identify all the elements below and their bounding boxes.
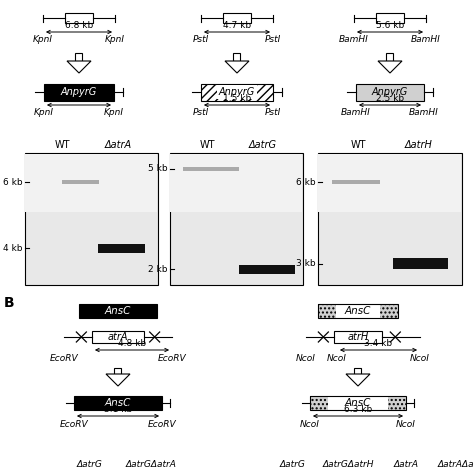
Text: EcoRV: EcoRV xyxy=(158,354,186,363)
Text: AnsC: AnsC xyxy=(105,306,131,316)
Text: ΔatrGΔatrH: ΔatrGΔatrH xyxy=(322,460,374,469)
Bar xyxy=(74,396,162,410)
Text: 6.8 kb: 6.8 kb xyxy=(65,21,93,30)
Bar xyxy=(170,153,303,285)
Text: PstI: PstI xyxy=(265,108,281,117)
Bar xyxy=(380,304,398,318)
Text: ΔatrG: ΔatrG xyxy=(280,460,306,469)
Text: BamHI: BamHI xyxy=(339,35,369,44)
Bar xyxy=(393,258,447,269)
Text: ΔatrG: ΔatrG xyxy=(77,460,103,469)
Bar xyxy=(336,304,380,318)
Bar xyxy=(223,13,251,23)
Text: EcoRV: EcoRV xyxy=(50,354,78,363)
Bar xyxy=(234,53,240,61)
Text: PstI: PstI xyxy=(193,108,209,117)
Text: AnsC: AnsC xyxy=(345,398,371,408)
Bar xyxy=(388,396,406,410)
Text: WT: WT xyxy=(55,140,70,150)
Text: NcoI: NcoI xyxy=(410,354,430,363)
Bar xyxy=(25,153,158,285)
Text: 3.4 kb: 3.4 kb xyxy=(365,339,392,348)
Bar xyxy=(171,155,302,212)
Text: 2 kb: 2 kb xyxy=(148,264,168,273)
Bar xyxy=(332,180,380,184)
Text: AnpyrG: AnpyrG xyxy=(372,87,408,97)
Bar xyxy=(318,153,462,285)
Bar xyxy=(183,167,239,171)
Bar xyxy=(386,53,393,61)
Bar xyxy=(376,13,404,23)
Text: NcoI: NcoI xyxy=(296,354,316,363)
Polygon shape xyxy=(106,374,130,386)
Bar xyxy=(355,368,362,374)
Polygon shape xyxy=(67,61,91,73)
Bar xyxy=(334,331,382,343)
Text: AnsC: AnsC xyxy=(345,306,371,316)
Bar xyxy=(310,396,328,410)
Text: ΔatrA: ΔatrA xyxy=(393,460,419,469)
Text: atrH: atrH xyxy=(347,332,369,342)
Bar xyxy=(356,83,424,100)
Bar xyxy=(92,331,144,343)
Polygon shape xyxy=(225,61,249,73)
Bar xyxy=(115,368,121,374)
Text: AnsC: AnsC xyxy=(105,398,131,408)
Text: PstI: PstI xyxy=(193,35,209,44)
Bar xyxy=(201,83,273,100)
Text: PstI: PstI xyxy=(265,35,281,44)
Text: 5 kb: 5 kb xyxy=(148,164,168,173)
Text: BamHI: BamHI xyxy=(409,108,439,117)
Text: atrA: atrA xyxy=(108,332,128,342)
Text: BamHI: BamHI xyxy=(341,108,371,117)
Text: 4.7 kb: 4.7 kb xyxy=(223,21,251,30)
Text: ΔatrGΔatrA: ΔatrGΔatrA xyxy=(126,460,176,469)
Text: 1.5 kb: 1.5 kb xyxy=(223,94,251,103)
Text: KpnI: KpnI xyxy=(104,108,124,117)
Polygon shape xyxy=(378,61,402,73)
Text: 4.4 kb: 4.4 kb xyxy=(65,94,93,103)
Bar xyxy=(26,155,157,212)
Bar xyxy=(62,180,100,184)
Text: NcoI: NcoI xyxy=(396,420,416,429)
Polygon shape xyxy=(346,374,370,386)
Text: NcoI: NcoI xyxy=(327,354,347,363)
Bar xyxy=(239,264,295,273)
Text: KpnI: KpnI xyxy=(105,35,125,44)
Bar xyxy=(98,244,145,253)
Text: KpnI: KpnI xyxy=(33,35,53,44)
Text: KpnI: KpnI xyxy=(34,108,54,117)
Bar xyxy=(65,13,93,23)
Text: 6 kb: 6 kb xyxy=(296,178,316,187)
Text: 4 kb: 4 kb xyxy=(3,244,23,253)
Bar xyxy=(318,304,336,318)
Text: 6.3 kb: 6.3 kb xyxy=(344,405,372,414)
Text: 2.5 kb: 2.5 kb xyxy=(376,94,404,103)
Bar xyxy=(75,53,82,61)
Text: WT: WT xyxy=(200,140,215,150)
Bar xyxy=(44,83,114,100)
Text: WT: WT xyxy=(351,140,366,150)
Text: NcoI: NcoI xyxy=(300,420,320,429)
Text: BamHI: BamHI xyxy=(411,35,441,44)
Bar xyxy=(319,155,462,212)
Text: B: B xyxy=(4,296,15,310)
Text: 6 kb: 6 kb xyxy=(3,178,23,187)
Text: AnpyrG: AnpyrG xyxy=(61,87,97,97)
Text: ΔatrG: ΔatrG xyxy=(249,140,277,150)
Text: EcoRV: EcoRV xyxy=(60,420,88,429)
Text: 4.8 kb: 4.8 kb xyxy=(118,339,146,348)
Bar xyxy=(328,396,388,410)
Text: 3 kb: 3 kb xyxy=(296,259,316,268)
Bar xyxy=(310,396,406,410)
Text: AnpyrG: AnpyrG xyxy=(219,87,255,97)
Text: 5.6 kb: 5.6 kb xyxy=(376,21,404,30)
Text: EcoRV: EcoRV xyxy=(148,420,176,429)
Text: 3.1 kb: 3.1 kb xyxy=(104,405,132,414)
Text: ΔatrH: ΔatrH xyxy=(405,140,433,150)
Text: ΔatrAΔatrH: ΔatrAΔatrH xyxy=(438,460,474,469)
Bar xyxy=(318,304,398,318)
Text: ΔatrA: ΔatrA xyxy=(105,140,132,150)
Bar xyxy=(79,304,157,318)
